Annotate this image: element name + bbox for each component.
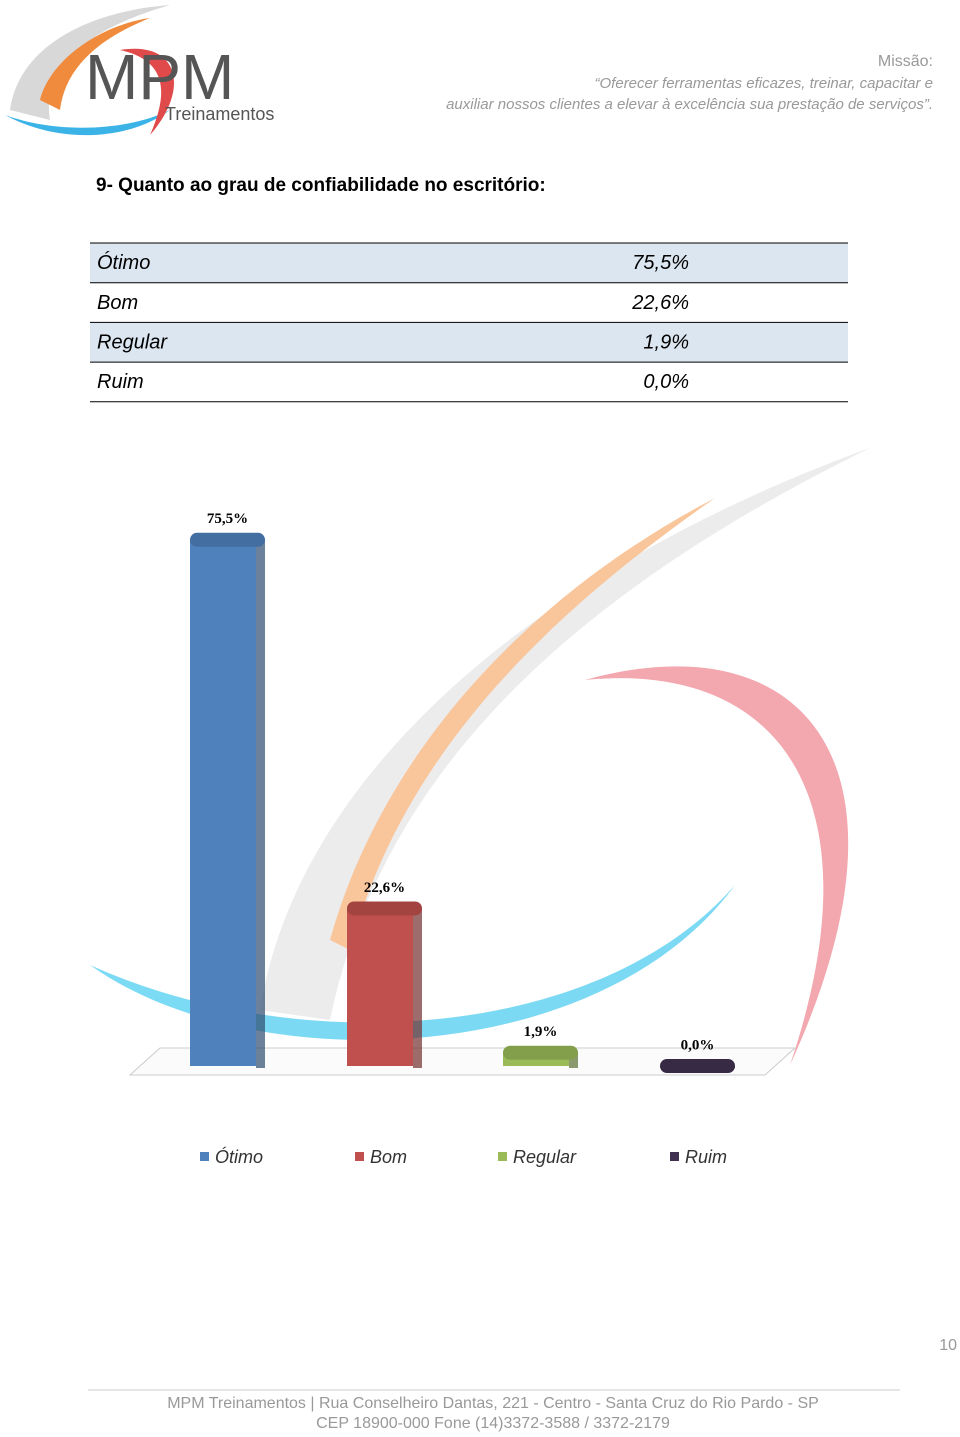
table-row <box>90 243 848 283</box>
footer-line: MPM Treinamentos | Rua Conselheiro Danta… <box>167 1395 819 1412</box>
bg-swoosh <box>260 448 870 1020</box>
bar-side <box>569 1052 578 1068</box>
bar <box>347 908 413 1066</box>
logo-swoosh <box>40 18 150 110</box>
bar-side <box>413 908 422 1068</box>
value-label: 1,9% <box>524 1024 558 1040</box>
bg-swoosh <box>90 885 735 1041</box>
legend-label: Regular <box>513 1147 577 1167</box>
bar-cap <box>347 901 422 916</box>
question: 9- Quanto ao grau de confiabilidade no e… <box>96 175 546 196</box>
value-label: 22,6% <box>364 880 405 896</box>
bg-swoosh <box>585 666 849 1065</box>
legend-swatch <box>355 1152 364 1161</box>
footer-line: CEP 18900-000 Fone (14)3372-3588 / 3372-… <box>316 1415 670 1432</box>
bar-cap <box>660 1059 735 1073</box>
legend-swatch <box>498 1152 507 1161</box>
logo-sub: Treinamentos <box>165 104 274 124</box>
bar <box>190 539 256 1066</box>
bar-cap <box>190 532 265 547</box>
table-row <box>90 282 848 323</box>
chart-floor <box>128 1047 797 1076</box>
legend-label: Bom <box>370 1147 407 1167</box>
table-cell: 75,5% <box>632 252 689 274</box>
legend-label: Ruim <box>685 1147 727 1167</box>
chart-background <box>90 448 870 1076</box>
logo: MPM Treinamentos <box>5 5 274 136</box>
table-cell: 22,6% <box>631 292 689 314</box>
value-label: 75,5% <box>207 511 248 527</box>
table-row <box>90 322 848 363</box>
legend-swatch <box>200 1152 209 1161</box>
table-cell: Ruim <box>97 371 144 393</box>
legend-swatch <box>670 1152 679 1161</box>
logo-swoosh <box>120 48 174 135</box>
table-cell: Regular <box>97 332 168 354</box>
table-cell: 0,0% <box>643 371 689 393</box>
mission-line: auxiliar nossos clientes a elevar à exce… <box>446 96 933 113</box>
table-cell: 1,9% <box>643 332 689 354</box>
legend-label: Ótimo <box>215 1146 263 1167</box>
mission-title: Missão: <box>878 53 933 70</box>
bar-side <box>256 539 265 1068</box>
logo-swoosh <box>5 110 170 136</box>
table: Ótimo 75,5% Bom 22,6% Regular 1,9% Ruim 0,0% <box>90 242 848 403</box>
chart: 75,5% 22,6% 1,9% 0,0% Ótimo Bom Regular Ruim <box>190 511 735 1167</box>
page-number: 10 <box>939 1337 957 1354</box>
bar-cap <box>503 1045 578 1060</box>
logo-brand: MPM <box>85 41 234 113</box>
table-cell: Bom <box>97 292 138 314</box>
mission-line: “Oferecer ferramentas eficazes, treinar,… <box>595 75 933 92</box>
table-row <box>90 362 848 402</box>
table-cell: Ótimo <box>97 251 150 274</box>
value-label: 0,0% <box>681 1037 715 1053</box>
